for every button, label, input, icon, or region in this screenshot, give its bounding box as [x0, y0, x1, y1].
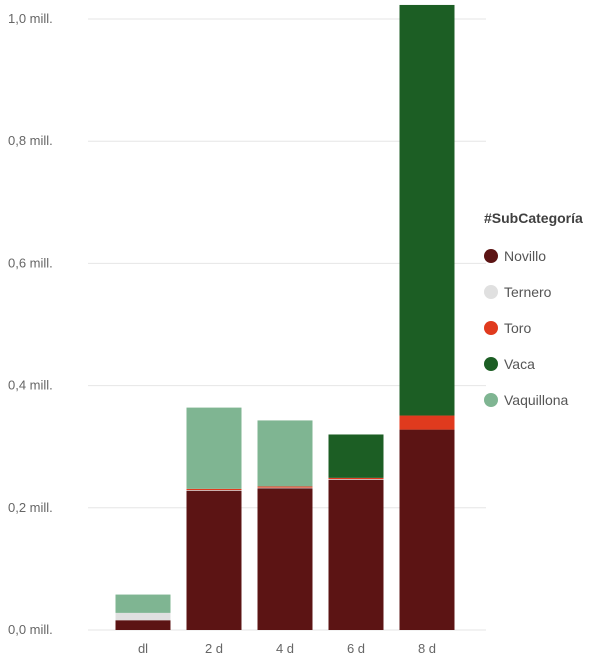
legend-label: Novillo: [504, 248, 547, 264]
x-tick-label: 6 d: [347, 641, 365, 656]
legend-label: Vaquillona: [504, 392, 569, 408]
bar-segment-toro[interactable]: [399, 415, 455, 430]
legend-swatch: [484, 357, 498, 371]
y-tick-label: 0,4 mill.: [8, 378, 53, 393]
legend-swatch: [484, 321, 498, 335]
bar-segment-novillo[interactable]: [399, 429, 455, 630]
y-tick-label: 0,2 mill.: [8, 500, 53, 515]
legend-items: Novillo Ternero Toro Vaca Vaquillona: [484, 238, 583, 418]
bar-segment-ternero[interactable]: [115, 612, 171, 621]
bar-segment-toro[interactable]: [328, 477, 384, 480]
x-tick-label: dl: [138, 641, 148, 656]
y-tick-label: 0,8 mill.: [8, 133, 53, 148]
bar-segment-novillo[interactable]: [186, 490, 242, 630]
bar-segment-toro[interactable]: [257, 486, 313, 488]
bar-segment-novillo[interactable]: [115, 620, 171, 630]
legend-item-vaquillona[interactable]: Vaquillona: [484, 382, 583, 418]
y-tick-label: 0,6 mill.: [8, 255, 53, 270]
grid-layer: 0,0 mill. 0,2 mill. 0,4 mill. 0,6 mill. 0,8 …: [8, 11, 486, 637]
y-tick-label: 1,0 mill.: [8, 11, 53, 26]
x-axis-labels: dl 2 d 4 d 6 d 8 d: [138, 641, 436, 656]
legend: #SubCategoría Novillo Ternero Toro Vaca Vaqu…: [484, 208, 583, 418]
bar-segment-vaquillona[interactable]: [257, 420, 313, 487]
legend-label: Vaca: [504, 356, 535, 372]
bar-segment-ternero[interactable]: [328, 479, 384, 480]
bar-segment-ternero[interactable]: [257, 487, 313, 489]
legend-swatch: [484, 249, 498, 263]
bars-layer: [115, 4, 455, 630]
x-tick-label: 4 d: [276, 641, 294, 656]
bar-segment-toro[interactable]: [186, 488, 242, 491]
legend-label: Ternero: [504, 284, 552, 300]
legend-item-toro[interactable]: Toro: [484, 310, 583, 346]
bar-segment-ternero[interactable]: [186, 490, 242, 491]
bar-segment-vaca[interactable]: [328, 434, 384, 478]
bar-segment-vaca[interactable]: [399, 4, 455, 416]
x-tick-label: 2 d: [205, 641, 223, 656]
legend-item-ternero[interactable]: Ternero: [484, 274, 583, 310]
legend-title: #SubCategoría: [484, 210, 583, 226]
legend-item-vaca[interactable]: Vaca: [484, 346, 583, 382]
y-tick-label: 0,0 mill.: [8, 622, 53, 637]
bar-segment-novillo[interactable]: [257, 488, 313, 630]
bar-segment-vaquillona[interactable]: [186, 407, 242, 489]
bar-segment-novillo[interactable]: [328, 479, 384, 630]
legend-swatch: [484, 285, 498, 299]
legend-label: Toro: [504, 320, 532, 336]
legend-item-novillo[interactable]: Novillo: [484, 238, 583, 274]
bar-segment-vaquillona[interactable]: [115, 594, 171, 613]
x-tick-label: 8 d: [418, 641, 436, 656]
legend-swatch: [484, 393, 498, 407]
